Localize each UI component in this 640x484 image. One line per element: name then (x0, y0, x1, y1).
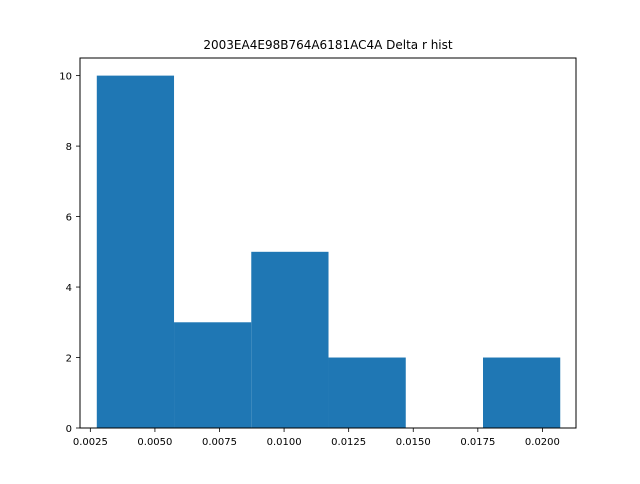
y-tick-label: 6 (66, 213, 72, 224)
bars-group (96, 75, 561, 428)
x-tick-label: 0.0050 (137, 437, 172, 448)
x-tick-label: 0.0175 (460, 437, 495, 448)
x-tick-label: 0.0200 (525, 437, 560, 448)
histogram-bar-5 (483, 357, 561, 428)
chart-title: 2003EA4E98B764A6181AC4A Delta r hist (203, 38, 453, 52)
x-tick-label: 0.0025 (73, 437, 108, 448)
y-axis-ticks: 0 2 4 6 8 10 (59, 72, 80, 435)
x-tick-label: 0.0125 (331, 437, 366, 448)
x-tick-label: 0.0150 (396, 437, 431, 448)
y-tick-label: 2 (66, 354, 72, 365)
y-tick-label: 10 (59, 72, 72, 83)
y-tick-label: 4 (66, 283, 72, 294)
histogram-bar-1 (174, 322, 252, 428)
axes-frame (79, 57, 577, 429)
histogram-bar-2 (251, 251, 329, 428)
x-tick-label: 0.0100 (267, 437, 302, 448)
x-axis-ticks: 0.0025 0.0050 0.0075 0.0100 0.0125 0.0150 0.01… (73, 428, 560, 448)
y-tick-label: 0 (66, 424, 72, 435)
histogram-bar-3 (328, 357, 406, 428)
y-tick-label: 8 (66, 142, 72, 153)
x-tick-label: 0.0075 (202, 437, 237, 448)
histogram-bar-0 (96, 75, 175, 428)
